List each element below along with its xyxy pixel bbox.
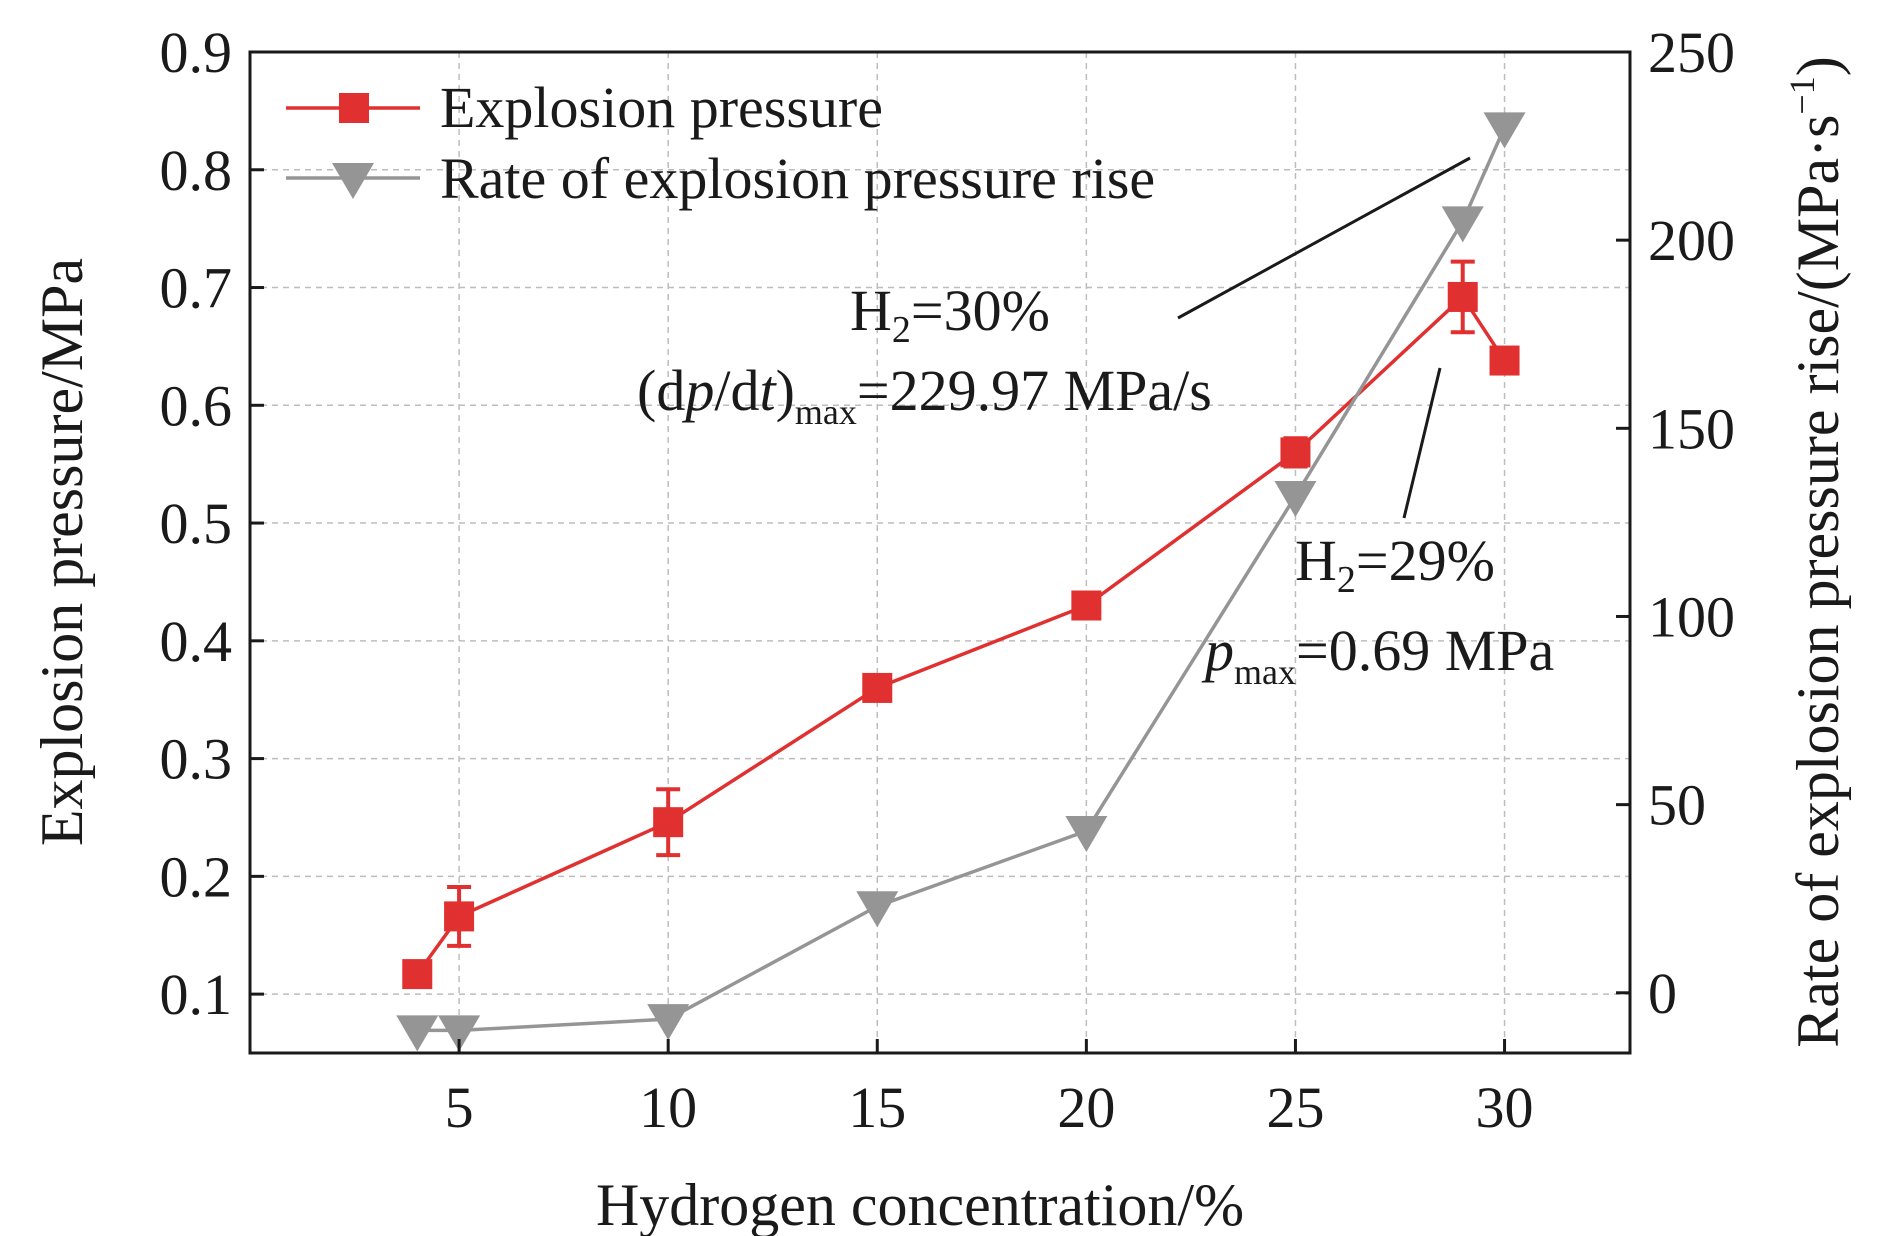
x-tick-label: 15: [848, 1075, 906, 1140]
h2-value: =29%: [1356, 528, 1495, 593]
y-tick-label-left: 0.3: [160, 727, 233, 792]
dpdt-p: p: [681, 358, 714, 423]
data-point-square: [444, 901, 475, 932]
x-axis-title: Hydrogen concentration/%: [596, 1172, 1244, 1236]
data-point-square: [402, 959, 433, 990]
legend-label-explosion-pressure: Explosion pressure: [440, 75, 883, 140]
y-tick-label-left: 0.4: [160, 609, 233, 674]
y-tick-label-left: 0.5: [160, 491, 233, 556]
annotation-rate-max: H2=30% (dp/dt)max=229.97 MPa/s: [637, 156, 1471, 432]
data-point-triangle: [1274, 481, 1317, 518]
annotation-pressure-max: H2=29% pmax=0.69 MPa: [1201, 367, 1554, 692]
series-line-1: [417, 126, 1507, 1033]
dpdt-open: (d: [637, 358, 685, 423]
axes: 5 10 15 20 25 30 0.1 0.2 0.3 0.4 0.5 0.6 0.7 0.8 0.9 0 5…: [160, 20, 1736, 1140]
x-tick-label: 25: [1266, 1075, 1324, 1140]
annotation-rate-max-leader: [1177, 156, 1471, 320]
legend-marker-triangle: [332, 163, 374, 199]
data-point-triangle: [1065, 815, 1108, 852]
y-tick-label-right: 150: [1648, 396, 1735, 461]
series-line-0: [415, 295, 1507, 976]
x-tick-label: 20: [1057, 1075, 1115, 1140]
x-tick-label: 30: [1476, 1075, 1534, 1140]
y-tick-label-left: 0.9: [160, 20, 233, 85]
h2-sub: 2: [892, 309, 911, 351]
data-point-triangle: [396, 1015, 439, 1052]
h2-value: =30%: [911, 278, 1050, 343]
data-point-triangle: [1483, 112, 1526, 149]
legend-item-explosion-pressure: Explosion pressure: [286, 75, 883, 140]
h2-base: H: [1295, 528, 1337, 593]
plot-frame: [248, 50, 1632, 1055]
y-tick-label-right: 200: [1648, 208, 1735, 273]
data-point-square: [862, 672, 893, 703]
pmax-sub: max: [1234, 652, 1296, 692]
pmax-value: =0.69 MPa: [1296, 618, 1554, 683]
y-axis-right-title: Rate of explosion pressure rise/(MPa·s−1…: [1782, 56, 1851, 1047]
dpdt-t: t: [759, 358, 777, 423]
dpdt-close: ): [776, 358, 795, 423]
data-point-square: [1280, 437, 1311, 468]
data-point-triangle: [1441, 206, 1484, 243]
y-tick-label-left: 0.8: [160, 138, 233, 203]
y-tick-label-left: 0.2: [160, 844, 233, 909]
annotation-pressure-max-line1: H2=29%: [1295, 528, 1495, 601]
data-point-square: [1071, 590, 1102, 621]
y-tick-label-right: 0: [1648, 961, 1677, 1026]
data-point-triangle: [647, 1004, 690, 1041]
annotation-rate-max-line1: H2=30%: [850, 278, 1050, 351]
legend-marker-square: [339, 93, 369, 123]
data-point-square: [653, 807, 684, 838]
series-layer: [396, 112, 1526, 1052]
y-tick-label-right: 100: [1648, 584, 1735, 649]
y-tick-label-right: 50: [1648, 773, 1706, 838]
data-point-triangle: [438, 1015, 481, 1052]
dpdt-sub: max: [795, 392, 857, 432]
data-point-triangle: [856, 891, 899, 928]
annotation-pressure-max-line2: pmax=0.69 MPa: [1201, 618, 1554, 692]
legend-item-rate: Rate of explosion pressure rise: [286, 146, 1155, 211]
data-point-square: [1489, 345, 1520, 376]
grid: [250, 51, 1630, 1053]
h2-sub: 2: [1337, 559, 1356, 601]
y-tick-label-left: 0.7: [160, 256, 233, 321]
y-tick-label-left: 0.6: [160, 373, 233, 438]
x-tick-label: 10: [639, 1075, 697, 1140]
annotation-rate-max-line2: (dp/dt)max=229.97 MPa/s: [637, 358, 1212, 432]
pmax-p: p: [1201, 618, 1234, 683]
y-tick-label-right: 250: [1648, 20, 1735, 85]
y-axis-right-title-sup: −1: [1782, 76, 1822, 114]
y-axis-left-title: Explosion pressure/MPa: [29, 258, 95, 846]
y-axis-right-title-close: ): [1785, 56, 1851, 76]
dpdt-value: =229.97 MPa/s: [857, 358, 1212, 423]
h2-base: H: [850, 278, 892, 343]
annotation-pressure-max-leader: [1402, 367, 1442, 519]
y-axis-right-title-text: Rate of explosion pressure rise/(MPa·s: [1785, 115, 1851, 1048]
legend: Explosion pressure Rate of explosion pre…: [286, 75, 1155, 211]
data-point-square: [1447, 281, 1478, 312]
y-tick-label-left: 0.1: [160, 962, 233, 1027]
x-tick-label: 5: [445, 1075, 474, 1140]
legend-label-rate: Rate of explosion pressure rise: [440, 146, 1155, 211]
dpdt-mid: /d: [714, 358, 759, 423]
